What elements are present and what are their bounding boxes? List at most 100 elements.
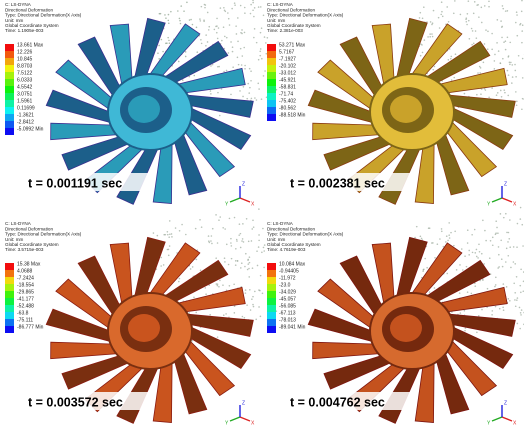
particle [178, 61, 180, 63]
particle [240, 247, 242, 249]
legend-swatch [5, 72, 14, 79]
particle [233, 283, 235, 285]
particle [218, 27, 220, 29]
particle [238, 234, 240, 236]
particle [520, 312, 522, 314]
particle [469, 38, 471, 40]
legend-swatch [267, 114, 276, 121]
particle [518, 55, 520, 57]
particle [215, 26, 217, 28]
legend-label: -67.113 [279, 310, 296, 316]
axis-label: Y [225, 201, 229, 207]
particle [237, 57, 239, 59]
particle [510, 62, 512, 64]
particle [520, 23, 522, 25]
particle [192, 266, 194, 268]
particle [503, 309, 505, 311]
particle [495, 284, 497, 286]
particle [231, 245, 233, 247]
particle [256, 42, 258, 44]
legend-swatch [267, 277, 276, 284]
particle [448, 222, 450, 224]
particle [225, 11, 227, 13]
legend-swatch [267, 270, 276, 277]
particle [487, 48, 489, 50]
particle [224, 257, 226, 259]
legend-swatch [5, 114, 14, 121]
particle [217, 336, 219, 338]
particle [219, 216, 221, 218]
particle [235, 264, 237, 266]
particle [222, 284, 224, 286]
particle [208, 29, 210, 31]
particle [245, 289, 247, 291]
particle [509, 219, 511, 221]
legend-label: -75.111 [17, 317, 33, 323]
particle [446, 273, 448, 275]
particle [234, 305, 236, 307]
particle [516, 246, 518, 248]
particle [516, 35, 518, 37]
legend-swatch [267, 100, 276, 107]
particle [226, 244, 228, 246]
particle [247, 263, 249, 265]
particle [496, 42, 498, 44]
particle [168, 236, 170, 238]
particle [487, 288, 489, 290]
particle [421, 44, 423, 46]
particle [167, 234, 169, 236]
particle [166, 42, 168, 44]
particle [227, 12, 229, 14]
legend-swatch [5, 44, 14, 51]
particle [467, 242, 469, 244]
particle [200, 20, 202, 22]
particle [204, 287, 206, 289]
particle [492, 237, 494, 239]
particle [211, 235, 213, 237]
legend-swatch [5, 65, 14, 72]
legend-label: 0.11699 [17, 105, 35, 111]
particle [244, 65, 246, 67]
particle [489, 257, 491, 259]
particle [207, 12, 209, 14]
particle [464, 255, 466, 257]
particle [468, 0, 470, 2]
particle [217, 285, 219, 287]
particle [201, 226, 203, 228]
particle [507, 70, 509, 72]
particle [488, 6, 490, 8]
particle [467, 291, 469, 293]
legend-swatch [5, 284, 14, 291]
axis-label: Z [504, 181, 507, 187]
particle [419, 17, 421, 19]
particle [502, 8, 504, 10]
particle [474, 285, 476, 287]
particle [488, 0, 490, 2]
particle [205, 34, 207, 36]
legend-swatch [5, 51, 14, 58]
particle [182, 79, 184, 81]
particle [235, 25, 237, 27]
particle [193, 75, 195, 77]
legend-label: -75.402 [279, 98, 296, 104]
legend-label: 1.5961 [17, 98, 33, 104]
particle [456, 269, 458, 271]
particle [224, 36, 226, 38]
legend-swatch [5, 270, 14, 277]
particle [507, 241, 509, 243]
legend-swatch [5, 58, 14, 65]
particle [427, 36, 429, 38]
legend-swatch [5, 263, 14, 270]
particle [495, 306, 497, 308]
particle [505, 40, 507, 42]
particle [232, 51, 234, 53]
particle [169, 220, 171, 222]
particle [259, 55, 261, 57]
particle [169, 233, 171, 235]
particle [476, 249, 478, 251]
particle [258, 208, 260, 210]
particle [250, 4, 252, 6]
particle [459, 264, 461, 266]
particle [508, 298, 510, 300]
legend-swatch [5, 100, 14, 107]
